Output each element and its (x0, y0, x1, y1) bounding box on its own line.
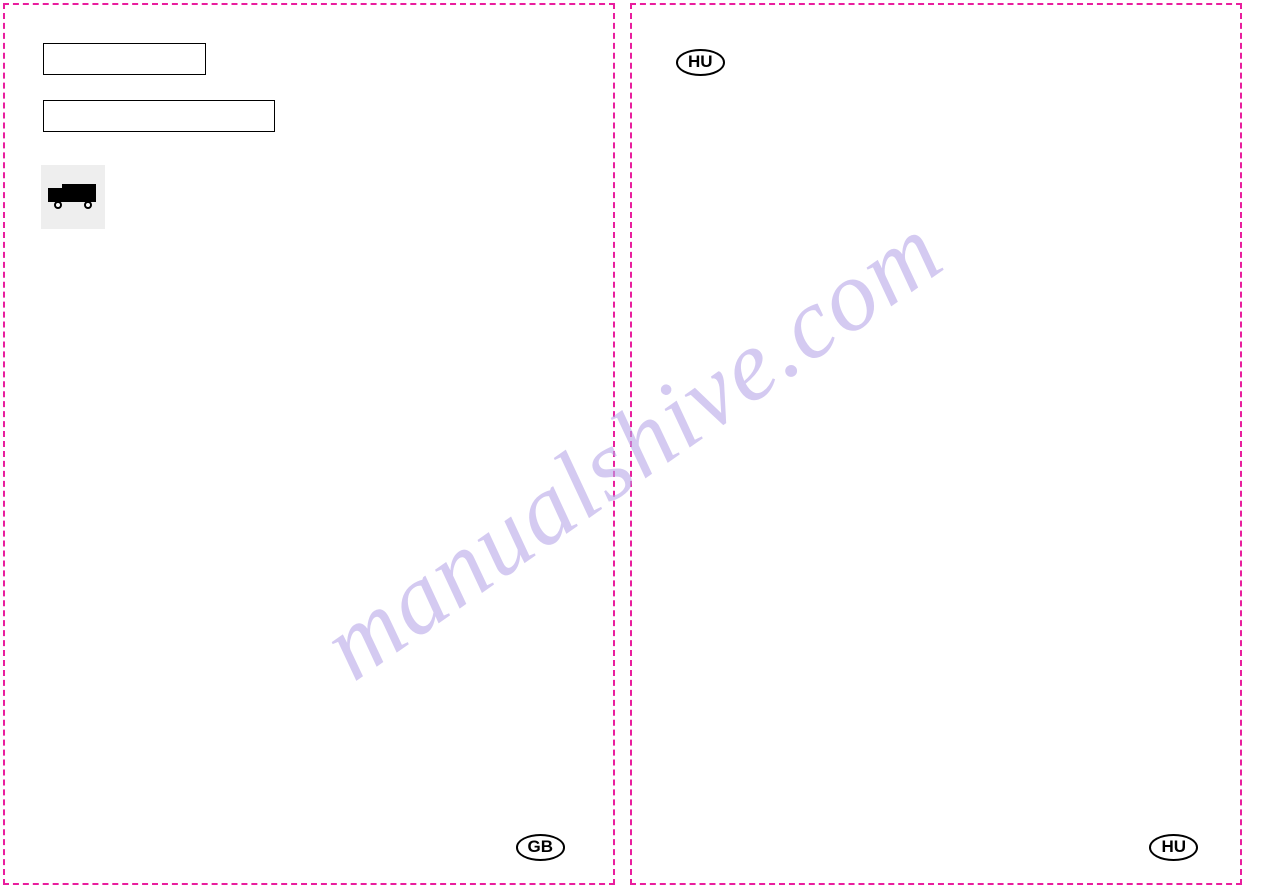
country-badge-hu-top: HU (676, 49, 725, 76)
truck-svg (48, 182, 98, 212)
page-right: HU HU (630, 3, 1242, 885)
outline-box-1 (43, 43, 206, 75)
country-badge-hu-bottom: HU (1149, 834, 1198, 861)
country-badge-gb: GB (516, 834, 566, 861)
truck-icon (41, 165, 105, 229)
page-left: GB (3, 3, 615, 885)
outline-box-2 (43, 100, 275, 132)
